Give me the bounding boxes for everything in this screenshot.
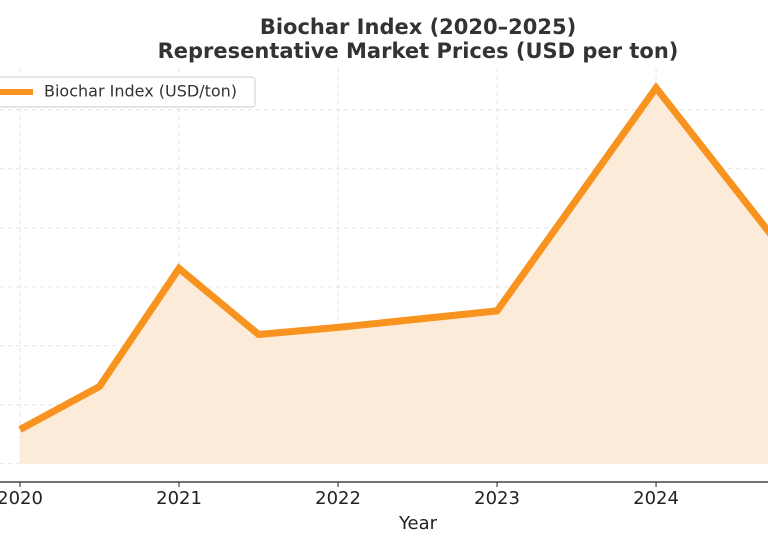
legend: Biochar Index (USD/ton) [0, 76, 256, 108]
legend-box [0, 76, 256, 108]
line [18, 82, 768, 433]
area [20, 87, 768, 464]
x-tick-label: 2020 [0, 488, 43, 509]
x-tick-label: 2021 [156, 488, 202, 509]
chart-subtitle: Representative Market Prices (USD per to… [158, 39, 679, 63]
legend-label: Biochar Index (USD/ton) [44, 82, 237, 101]
x-tick-label: 2023 [474, 488, 520, 509]
x-tick-label: 2022 [315, 488, 361, 509]
plot-area [18, 82, 768, 464]
chart-title: Biochar Index (2020–2025) [260, 15, 576, 39]
x-tick-label: 2024 [633, 488, 679, 509]
x-axis-label: Year [398, 513, 438, 534]
